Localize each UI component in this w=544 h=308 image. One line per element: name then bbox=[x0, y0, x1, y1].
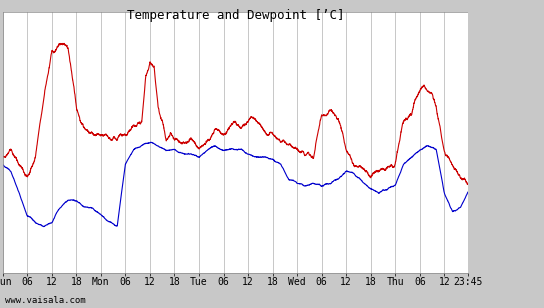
Text: Temperature and Dewpoint [’C]: Temperature and Dewpoint [’C] bbox=[127, 9, 344, 22]
Text: www.vaisala.com: www.vaisala.com bbox=[5, 296, 86, 305]
